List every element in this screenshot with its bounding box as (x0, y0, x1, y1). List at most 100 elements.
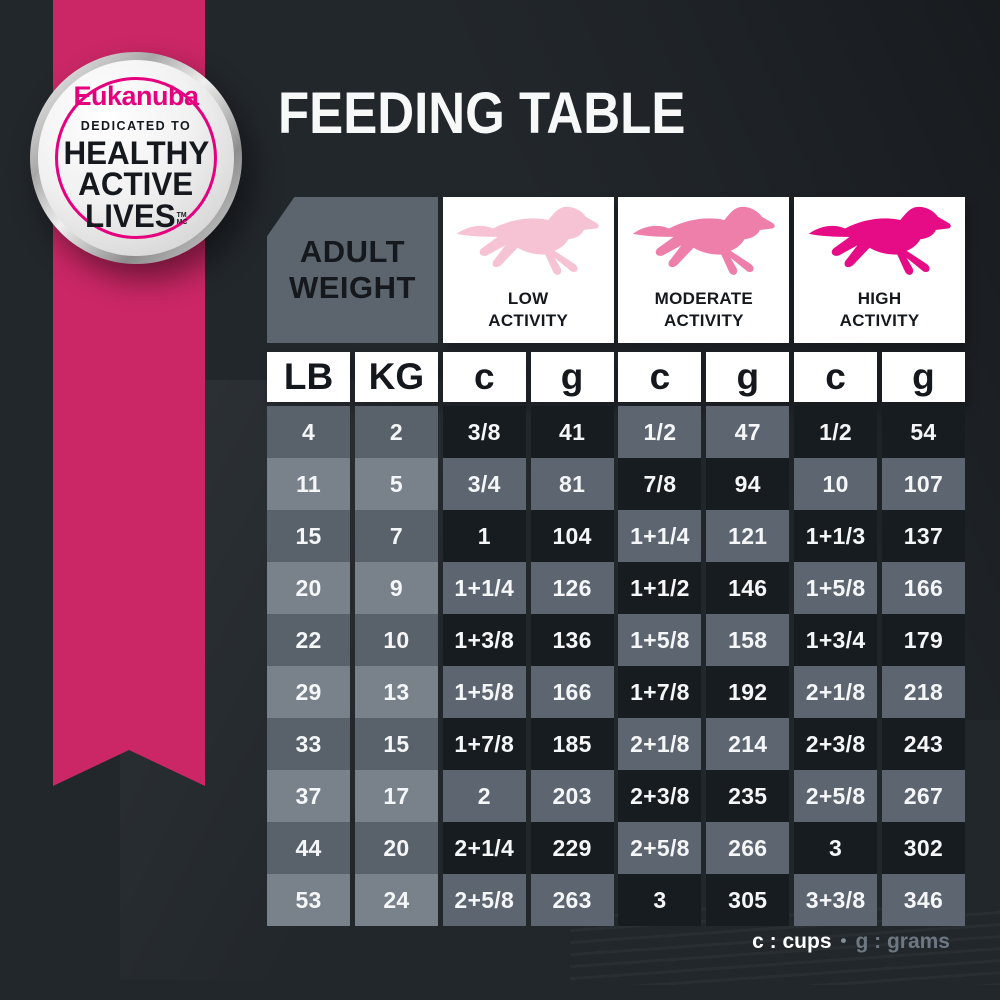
table-cell: 29 (267, 666, 351, 718)
badge-line-lives: LIVES TM MC (84, 197, 188, 234)
table-cell: 47 (706, 406, 790, 458)
units-legend: c : cups • g : grams (752, 930, 950, 954)
high-activity-header: HIGH ACTIVITY (794, 197, 966, 343)
legend-grams: g : grams (855, 930, 950, 953)
feeding-table: ADULT WEIGHT LOW ACTIVITY (267, 197, 966, 926)
table-cell: 4 (267, 406, 351, 458)
badge-pink-ring (55, 77, 217, 239)
table-cell: 1+7/8 (618, 666, 702, 718)
table-cell: 3 (794, 822, 878, 874)
unit-header-cell: c (442, 352, 526, 402)
table-header-row: ADULT WEIGHT LOW ACTIVITY (267, 197, 966, 343)
table-cell: 2+3/8 (618, 770, 702, 822)
table-cell: 2+1/8 (618, 718, 702, 770)
unit-header-cell: g (706, 352, 790, 402)
table-cell: 53 (267, 874, 351, 926)
table-cell: 192 (706, 666, 790, 718)
low-activity-label: LOW ACTIVITY (488, 288, 569, 330)
legend-bullet-icon: • (840, 931, 847, 950)
table-cell: 11 (267, 458, 351, 510)
table-cell: 1+7/8 (442, 718, 526, 770)
table-cell: 81 (530, 458, 614, 510)
table-cell: 243 (881, 718, 965, 770)
table-cell: 267 (881, 770, 965, 822)
unit-header-cell: g (881, 352, 965, 402)
table-cell: 1+1/4 (442, 562, 526, 614)
table-cell: 54 (881, 406, 965, 458)
table-cell: 302 (881, 822, 965, 874)
eukanuba-badge: Eukanuba DEDICATED TO HEALTHY ACTIVE LIV… (30, 52, 242, 264)
table-cell: 2+5/8 (442, 874, 526, 926)
table-cell: 104 (530, 510, 614, 562)
table-cell: 1+1/2 (618, 562, 702, 614)
high-activity-label: HIGH ACTIVITY (839, 288, 920, 330)
moderate-activity-header: MODERATE ACTIVITY (618, 197, 790, 343)
table-cell: 179 (881, 614, 965, 666)
table-cell: 22 (267, 614, 351, 666)
table-body: 4 2 3/8 41 1/2 47 1/2 54 11 5 3/4 81 7/8 94 10 107 15 7 1 1… (267, 406, 965, 926)
table-cell: 10 (794, 458, 878, 510)
table-cell: 2+5/8 (794, 770, 878, 822)
table-cell: 266 (706, 822, 790, 874)
table-cell: 1+3/8 (442, 614, 526, 666)
table-cell: 2+5/8 (618, 822, 702, 874)
trademark-mark: TM MC (176, 211, 188, 227)
moderate-activity-label: MODERATE ACTIVITY (654, 288, 754, 330)
table-cell: 203 (530, 770, 614, 822)
table-cell: 137 (881, 510, 965, 562)
table-cell: 3+3/8 (794, 874, 878, 926)
table-cell: 5 (354, 458, 438, 510)
table-cell: 37 (267, 770, 351, 822)
table-cell: 1/2 (794, 406, 878, 458)
table-cell: 2+1/8 (794, 666, 878, 718)
table-cell: 1+3/4 (794, 614, 878, 666)
table-cell: 1/2 (618, 406, 702, 458)
table-cell: 214 (706, 718, 790, 770)
table-cell: 17 (354, 770, 438, 822)
badge-inner-disc: Eukanuba DEDICATED TO HEALTHY ACTIVE LIV… (38, 60, 234, 256)
table-cell: 185 (530, 718, 614, 770)
table-cell: 1+5/8 (618, 614, 702, 666)
table-cell: 1+5/8 (794, 562, 878, 614)
table-cell: 94 (706, 458, 790, 510)
unit-header-cell: c (794, 352, 878, 402)
table-cell: 7/8 (618, 458, 702, 510)
table-cell: 24 (354, 874, 438, 926)
table-cell: 235 (706, 770, 790, 822)
legend-cups: c : cups (752, 930, 832, 953)
table-cell: 33 (267, 718, 351, 770)
running-dog-icon (453, 197, 603, 288)
unit-header-row: LB KG c g c g c g (267, 352, 965, 402)
page-title: FEEDING TABLE (278, 81, 686, 146)
table-cell: 1 (442, 510, 526, 562)
table-cell: 166 (881, 562, 965, 614)
brand-logo: Eukanuba (73, 80, 199, 111)
table-cell: 146 (706, 562, 790, 614)
adult-weight-header: ADULT WEIGHT (267, 197, 438, 343)
table-cell: 20 (354, 822, 438, 874)
table-cell: 263 (530, 874, 614, 926)
table-cell: 7 (354, 510, 438, 562)
table-cell: 1+1/3 (794, 510, 878, 562)
running-dog-icon (629, 197, 779, 288)
table-cell: 229 (530, 822, 614, 874)
table-cell: 2+3/8 (794, 718, 878, 770)
running-dog-icon (805, 197, 955, 288)
table-cell: 126 (530, 562, 614, 614)
badge-line-active: ACTIVE (78, 166, 194, 203)
table-cell: 3 (618, 874, 702, 926)
table-cell: 9 (354, 562, 438, 614)
table-cell: 218 (881, 666, 965, 718)
table-cell: 107 (881, 458, 965, 510)
table-cell: 41 (530, 406, 614, 458)
table-cell: 1+5/8 (442, 666, 526, 718)
table-cell: 3/8 (442, 406, 526, 458)
table-cell: 121 (706, 510, 790, 562)
unit-header-cell: KG (354, 352, 438, 402)
table-cell: 2 (442, 770, 526, 822)
table-cell: 13 (354, 666, 438, 718)
table-cell: 346 (881, 874, 965, 926)
low-activity-header: LOW ACTIVITY (442, 197, 614, 343)
table-cell: 44 (267, 822, 351, 874)
